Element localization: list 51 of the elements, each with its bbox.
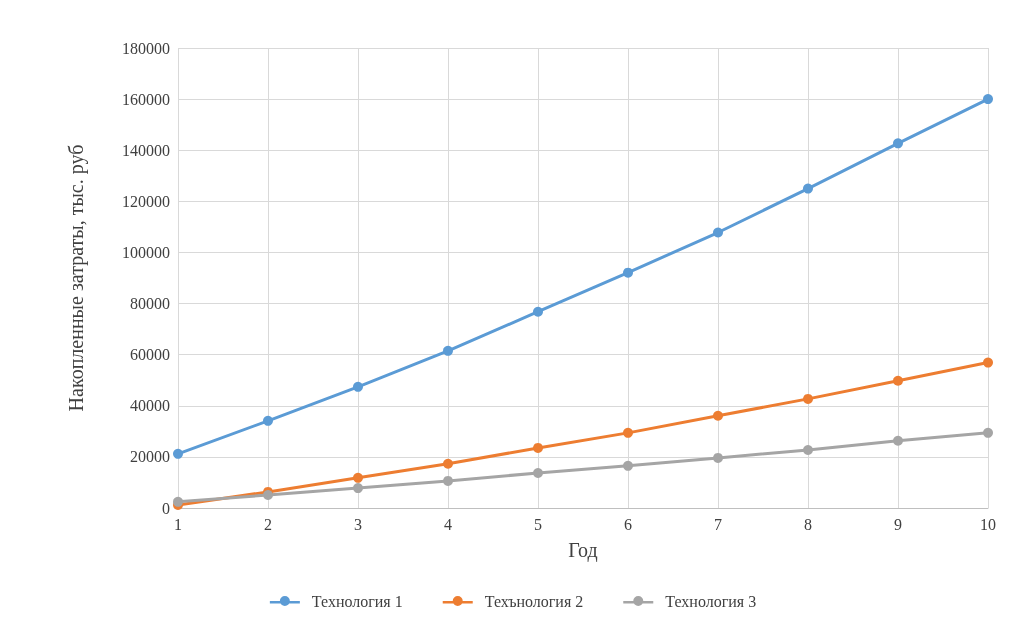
y-tick-label: 20000 [130,448,170,466]
point [353,381,363,392]
y-tick-label: 60000 [130,346,170,364]
point [443,458,453,469]
y-tick-label: 100000 [122,243,170,261]
y-tick-label: 80000 [130,295,170,313]
point [893,375,903,386]
point [623,460,633,471]
point [353,483,363,494]
y-tick-label: 40000 [130,397,170,415]
point [983,427,993,438]
point [533,306,543,317]
x-axis-title: Год [568,539,598,562]
point [713,410,723,421]
point [893,435,903,446]
point [443,475,453,486]
y-axis-title: Накопленные затраты, тыс. руб [65,144,88,412]
point [623,267,633,278]
y-tick-label: 0 [162,499,170,517]
point [893,138,903,149]
legend-label: Техънология 2 [484,592,584,610]
point [803,183,813,194]
point [173,448,183,459]
x-tick-label: 1 [174,515,182,533]
point [803,444,813,455]
x-tick-label: 4 [444,515,452,533]
x-tick-label: 7 [714,515,722,533]
x-tick-label: 9 [894,515,902,533]
y-tick-label: 160000 [122,90,170,108]
point [263,415,273,426]
x-tick-label: 3 [354,515,362,533]
point [443,345,453,356]
x-tick-label: 2 [264,515,272,533]
legend-label: Технология 3 [665,592,757,610]
y-tick-label: 180000 [122,39,170,57]
y-tick-label: 120000 [122,192,170,210]
point [983,94,993,105]
x-tick-label: 8 [804,515,812,533]
point [533,442,543,453]
point [983,357,993,368]
point [623,427,633,438]
point [533,467,543,478]
point [353,472,363,483]
x-tick-label: 6 [624,515,632,533]
point [713,452,723,463]
y-tick-label: 140000 [122,141,170,159]
point [803,393,813,404]
legend-label: Технология 1 [311,592,403,610]
x-tick-label: 5 [534,515,542,533]
x-tick-label: 10 [980,515,996,533]
point [713,227,723,238]
